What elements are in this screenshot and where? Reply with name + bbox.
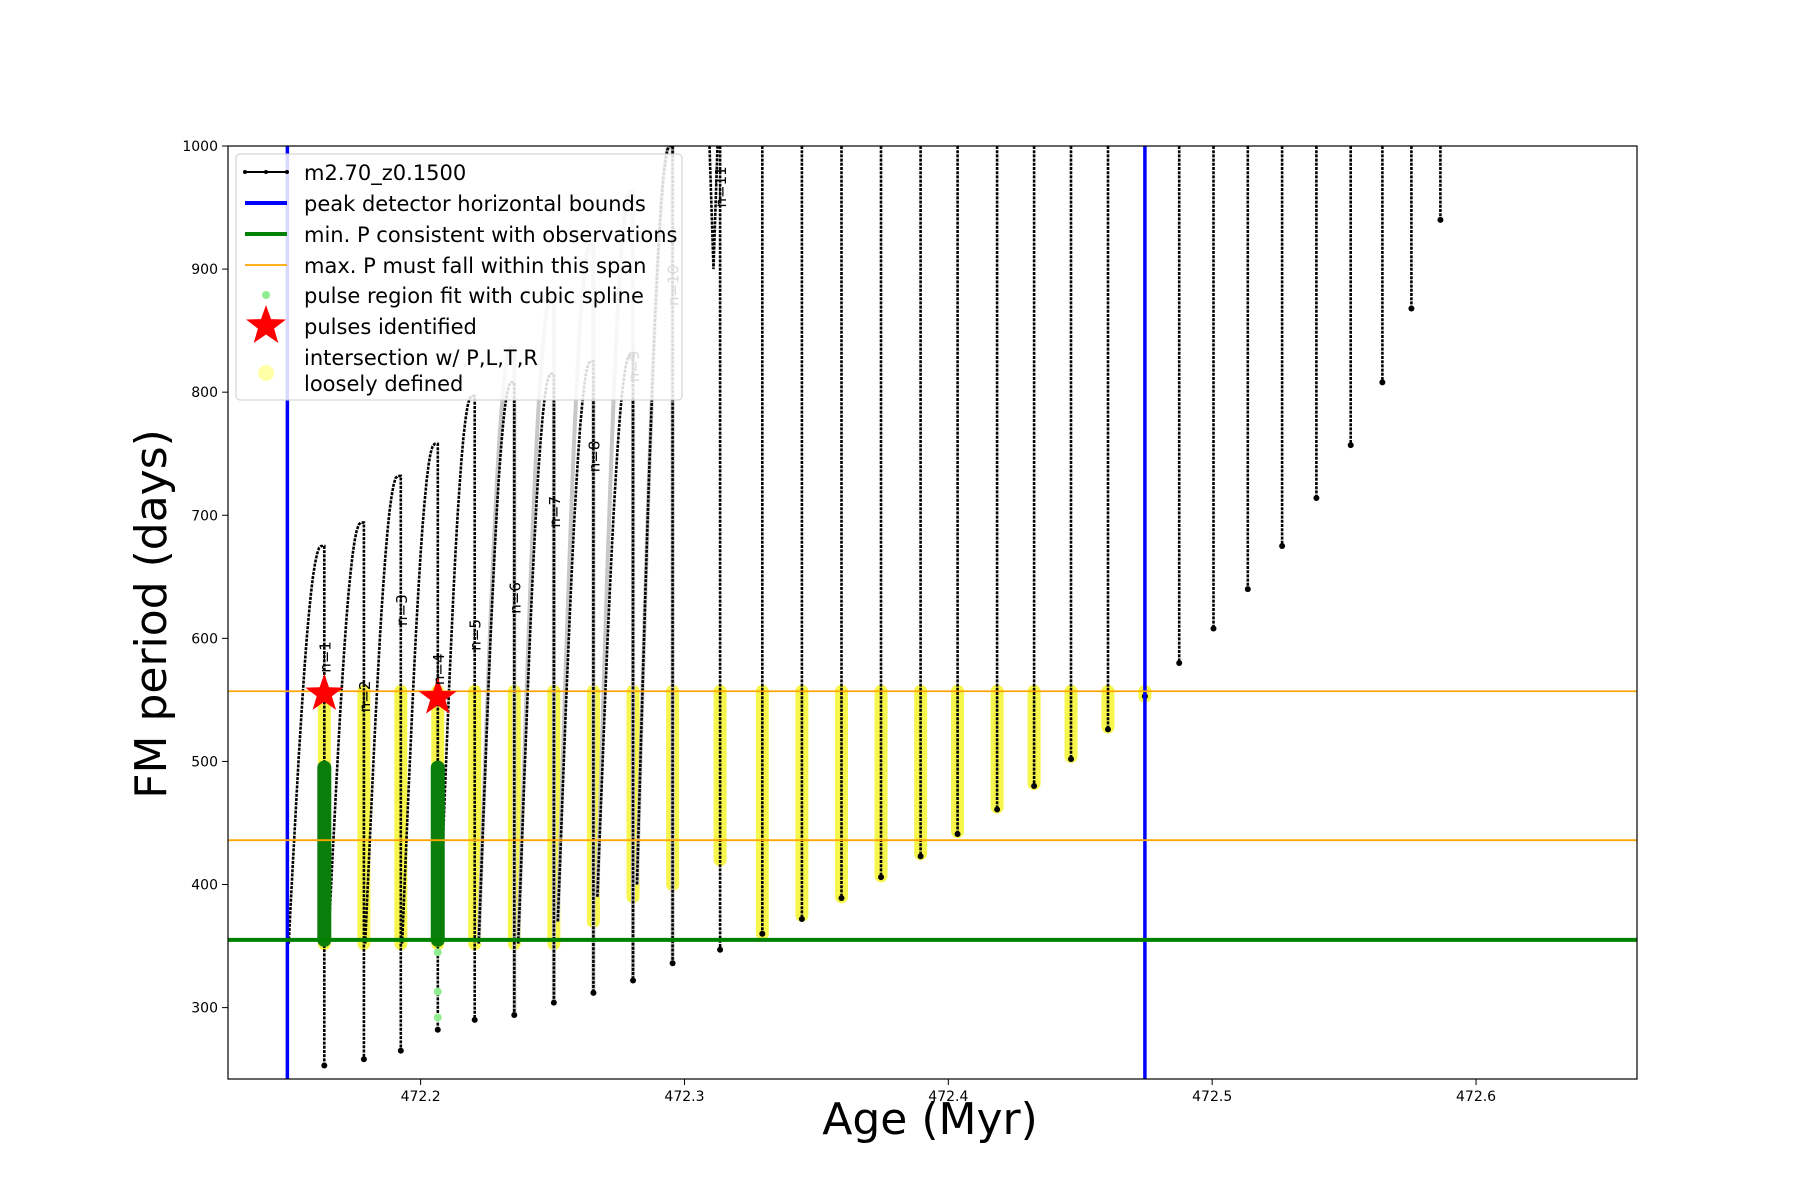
curve-min-point-1 bbox=[321, 1062, 328, 1069]
pulse-label-3: n=3 bbox=[393, 594, 411, 626]
pulse-label-1: n=1 bbox=[316, 641, 334, 673]
curve-min-point-16 bbox=[917, 853, 924, 860]
reference-lines bbox=[228, 146, 1637, 1079]
period-curve-2 bbox=[327, 521, 366, 1060]
legend-entry-2: peak detector horizontal bounds bbox=[245, 192, 646, 216]
legend-label: intersection w/ P,L,T,R bbox=[304, 346, 538, 370]
legend-label: max. P must fall within this span bbox=[304, 254, 646, 278]
pulse-label-2: n=2 bbox=[356, 681, 374, 713]
y-tick-label: 400 bbox=[191, 878, 218, 894]
curve-min-point-19 bbox=[1031, 783, 1038, 790]
spline-regions bbox=[317, 760, 445, 1022]
curve-min-point-15 bbox=[878, 874, 885, 881]
curve-min-point-3 bbox=[397, 1047, 404, 1054]
curve-min-point-18 bbox=[994, 806, 1001, 813]
curve-min-point-25 bbox=[1244, 586, 1251, 593]
period-curve-11 bbox=[708, 146, 722, 950]
legend-label: min. P consistent with observations bbox=[304, 223, 677, 247]
y-tick-label: 300 bbox=[191, 1001, 218, 1017]
curve-min-point-26 bbox=[1279, 543, 1286, 550]
legend-label-line2: loosely defined bbox=[304, 372, 463, 396]
curve-min-point-14 bbox=[838, 895, 845, 902]
curve-min-point-28 bbox=[1347, 442, 1354, 449]
spline-point-2-3 bbox=[433, 1013, 442, 1022]
x-tick-label: 472.2 bbox=[401, 1089, 441, 1105]
curve-min-point-17 bbox=[954, 831, 961, 838]
y-tick-label: 900 bbox=[191, 262, 218, 278]
identified-pulse-stars bbox=[305, 673, 457, 714]
legend-swatch-dot bbox=[285, 170, 289, 174]
legend-swatch-dot bbox=[262, 291, 270, 299]
legend-entry-1: m2.70_z0.1500 bbox=[243, 161, 466, 186]
period-curve-4 bbox=[400, 442, 440, 1030]
x-axis-ticks: 472.2 472.3 472.4 472.5 472.6 bbox=[401, 1079, 1496, 1105]
legend-swatch-star bbox=[246, 305, 286, 343]
axes-frame bbox=[227, 145, 1638, 1080]
curve-min-point-13 bbox=[798, 915, 805, 922]
pulse-label-7: n=7 bbox=[546, 496, 564, 528]
curve-min-point-12 bbox=[759, 930, 766, 937]
legend-label: pulses identified bbox=[304, 315, 477, 339]
curve-min-point-7 bbox=[550, 999, 557, 1006]
period-curve-10 bbox=[635, 146, 674, 964]
legend-swatch-dot bbox=[264, 170, 268, 174]
pulse-label-8: n=8 bbox=[585, 441, 603, 473]
y-tick-label: 800 bbox=[191, 385, 218, 401]
curve-min-point-24 bbox=[1210, 625, 1217, 632]
legend-box bbox=[235, 153, 683, 401]
curve-min-point-8 bbox=[590, 989, 597, 996]
spline-point-2-2 bbox=[433, 987, 442, 996]
curve-min-point-6 bbox=[511, 1011, 518, 1018]
curve-min-point-10 bbox=[669, 960, 676, 967]
curve-min-point-30 bbox=[1408, 305, 1415, 312]
plot-frame bbox=[227, 145, 1638, 1080]
legend-entry-3: min. P consistent with observations bbox=[245, 223, 677, 247]
y-axis-title: FM period (days) bbox=[126, 429, 177, 799]
pulse-label-4: n=4 bbox=[430, 653, 448, 685]
x-tick-label: 472.4 bbox=[928, 1089, 968, 1105]
pulse-label-5: n=5 bbox=[467, 619, 485, 651]
y-tick-label: 700 bbox=[191, 508, 218, 524]
x-tick-label: 472.5 bbox=[1192, 1089, 1232, 1105]
pulse-label-12: n=12 bbox=[754, 105, 772, 146]
curve-min-point-29 bbox=[1379, 379, 1386, 386]
period-curve-8 bbox=[556, 360, 595, 993]
curve-min-point-20 bbox=[1068, 755, 1075, 762]
curve-min-point-5 bbox=[471, 1016, 478, 1023]
curve-min-point-21 bbox=[1104, 726, 1111, 733]
identified-pulse-star-2 bbox=[418, 677, 457, 714]
legend-label: pulse region fit with cubic spline bbox=[304, 284, 644, 308]
y-tick-label: 500 bbox=[191, 754, 218, 770]
curve-min-point-27 bbox=[1313, 495, 1320, 502]
curve-min-point-9 bbox=[630, 977, 637, 984]
curve-min-point-2 bbox=[360, 1056, 367, 1063]
curve-min-point-11 bbox=[717, 946, 724, 953]
x-tick-label: 472.3 bbox=[664, 1089, 704, 1105]
legend-label: m2.70_z0.1500 bbox=[304, 161, 466, 186]
legend-entry-6: pulses identified bbox=[246, 305, 477, 343]
legend-entry-5: pulse region fit with cubic spline bbox=[262, 284, 644, 308]
pulse-label-6: n=6 bbox=[506, 582, 524, 614]
y-tick-label: 1000 bbox=[182, 139, 218, 155]
curve-min-point-23 bbox=[1176, 659, 1183, 666]
x-axis-title: Age (Myr) bbox=[822, 1094, 1038, 1145]
period-curve-3 bbox=[363, 474, 403, 1051]
spline-point-2-1 bbox=[433, 948, 442, 957]
legend-swatch-circle bbox=[258, 365, 274, 381]
period-curve-1 bbox=[287, 544, 326, 1066]
legend-label: peak detector horizontal bounds bbox=[304, 192, 646, 216]
curve-min-point-4 bbox=[434, 1026, 441, 1033]
legend-entry-4: max. P must fall within this span bbox=[245, 254, 646, 278]
identified-pulse-star-1 bbox=[305, 673, 344, 710]
curve-min-point-31 bbox=[1437, 216, 1444, 223]
x-tick-label: 472.6 bbox=[1456, 1089, 1496, 1105]
legend-swatch-dot bbox=[243, 170, 247, 174]
y-tick-label: 600 bbox=[191, 631, 218, 647]
pulse-label-11: n=11 bbox=[712, 166, 730, 207]
y-axis-ticks: 300 400 500 600 700 800 900 1000 bbox=[182, 139, 228, 1017]
